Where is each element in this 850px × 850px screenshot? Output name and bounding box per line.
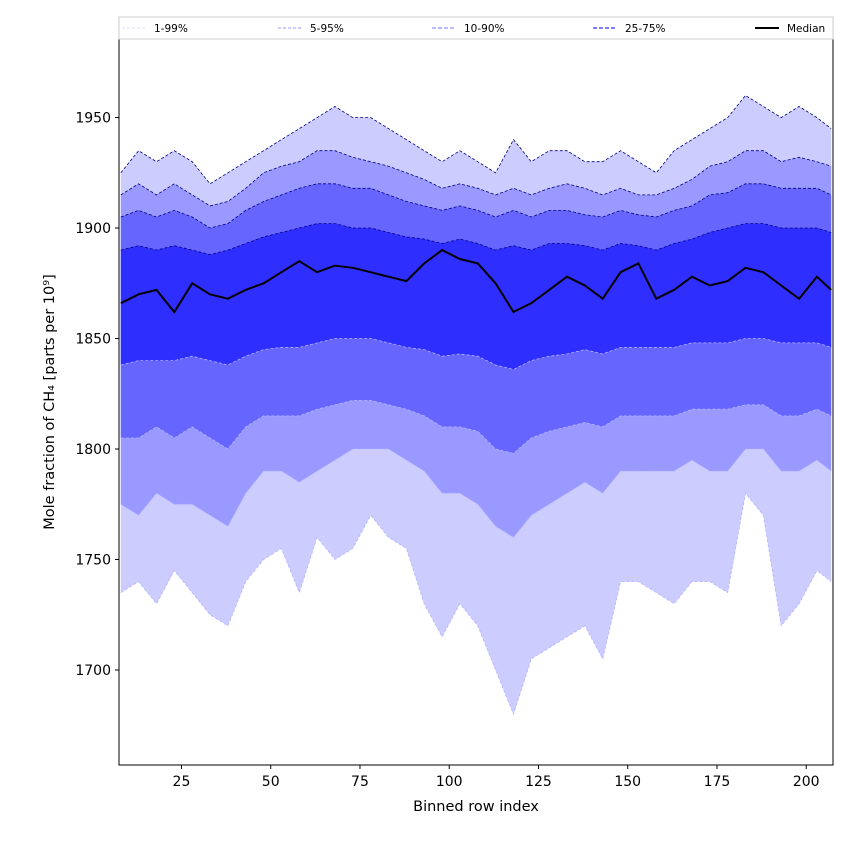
band-25-75-upper-edge: [120, 223, 832, 256]
y-tick-label: 1750: [75, 552, 111, 568]
legend-label: 1-99%: [154, 23, 188, 35]
y-tick-label: 1800: [75, 442, 111, 458]
band-25-75-lower-edge: [120, 338, 832, 370]
x-axis-ticks: 25 50 75 100 125 150 175 200: [173, 765, 820, 790]
median-line: [120, 248, 832, 314]
x-tick-label: 200: [793, 774, 820, 790]
band-5-95-lower-edge: [120, 448, 832, 538]
y-tick-label: 1900: [75, 221, 111, 237]
band-5-95-upper-edge: [120, 150, 832, 207]
y-tick-label: 1950: [75, 111, 111, 127]
legend-label: 10-90%: [464, 23, 505, 35]
x-tick-label: 50: [262, 774, 280, 790]
legend-label: Median: [787, 23, 825, 35]
band-10-90-lower-edge: [120, 399, 832, 454]
legend-label: 25-75%: [625, 23, 666, 35]
legend-box: [118, 16, 834, 40]
x-tick-label: 75: [351, 774, 369, 790]
plot-area: [120, 94, 832, 716]
y-axis-ticks: 1700 1750 1800 1850 1900 1950: [75, 111, 119, 679]
legend-label: 5-95%: [310, 23, 344, 35]
y-tick-label: 1850: [75, 332, 111, 348]
y-tick-label: 1700: [75, 663, 111, 679]
band-1-99-upper-edge: [120, 94, 832, 185]
x-tick-label: 175: [704, 774, 731, 790]
x-axis-label: Binned row index: [413, 799, 539, 815]
x-tick-label: 150: [614, 774, 641, 790]
y-axis-label: Mole fraction of CH₄ [parts per 10⁹]: [42, 274, 58, 529]
x-tick-label: 125: [525, 774, 552, 790]
x-tick-label: 25: [173, 774, 191, 790]
legend: 1-99% 5-95% 10-90% 25-75% Median: [118, 16, 834, 40]
band-1-99-lower-edge: [120, 492, 832, 716]
x-tick-label: 100: [436, 774, 463, 790]
band-10-90-upper-edge: [120, 183, 832, 229]
band-25-75-area: [120, 223, 832, 370]
